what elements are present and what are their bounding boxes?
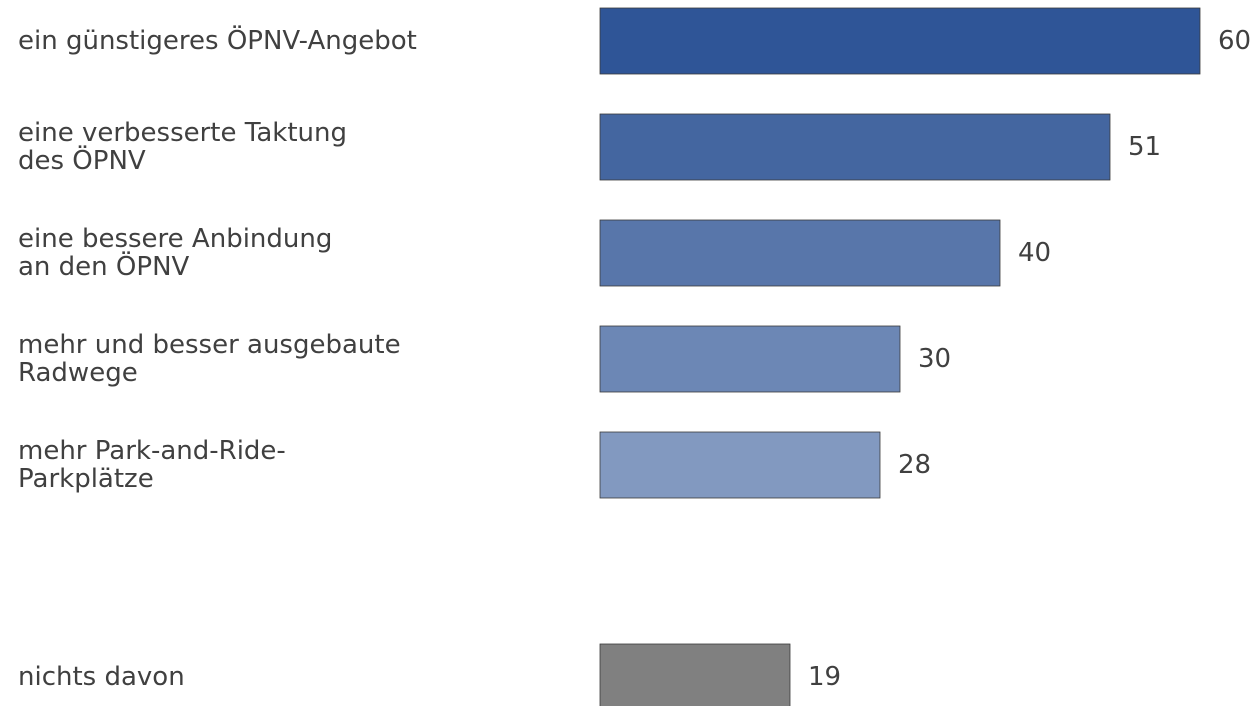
value-label: 19 bbox=[808, 662, 842, 692]
bar bbox=[599, 325, 901, 393]
value-label: 30 bbox=[918, 344, 952, 374]
value-label: 51 bbox=[1128, 132, 1162, 162]
bar bbox=[599, 219, 1001, 287]
category-label: eine verbesserte Taktung des ÖPNV bbox=[18, 118, 347, 176]
value-label: 60 bbox=[1218, 26, 1252, 56]
category-label: eine bessere Anbindung an den ÖPNV bbox=[18, 224, 333, 282]
category-label: mehr und besser ausgebaute Radwege bbox=[18, 330, 401, 388]
value-label: 40 bbox=[1018, 238, 1052, 268]
category-label: mehr Park-and-Ride- Parkplätze bbox=[18, 436, 286, 494]
category-label: ein günstigeres ÖPNV-Angebot bbox=[18, 26, 417, 56]
bar bbox=[599, 643, 791, 706]
value-label: 28 bbox=[898, 450, 932, 480]
category-label: nichts davon bbox=[18, 662, 185, 692]
bar bbox=[599, 431, 881, 499]
bar bbox=[599, 113, 1111, 181]
bar bbox=[599, 7, 1201, 75]
